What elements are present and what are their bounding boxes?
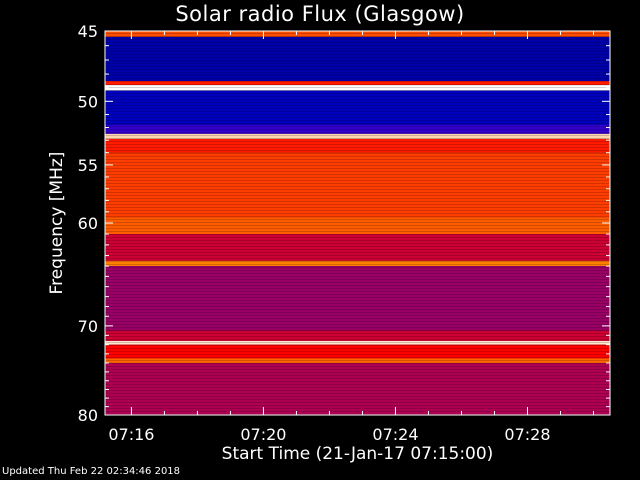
- y-tick-label-60: 60: [78, 214, 98, 233]
- y-tick-label-45: 45: [78, 22, 98, 41]
- x-tick-label-3: 07:28: [504, 425, 550, 444]
- x-tick-label-1: 07:20: [240, 425, 286, 444]
- x-tick-label-0: 07:16: [108, 425, 154, 444]
- axis-ticks: 45 50 55 60 70 80 07:16 07:20 07:24 07:28: [78, 22, 610, 444]
- updated-timestamp: Updated Thu Feb 22 02:34:46 2018: [2, 466, 181, 477]
- x-tick-label-2: 07:24: [372, 425, 418, 444]
- x-axis-label: Start Time (21-Jan-17 07:15:00): [221, 444, 494, 464]
- y-tick-label-80: 80: [78, 406, 98, 425]
- y-axis-label: Frequency [MHz]: [47, 151, 67, 295]
- y-tick-label-55: 55: [78, 156, 98, 175]
- y-tick-label-50: 50: [78, 92, 98, 111]
- texture-overlay: [105, 31, 610, 415]
- y-tick-label-70: 70: [78, 317, 98, 336]
- chart-title: Solar radio Flux (Glasgow): [175, 2, 465, 26]
